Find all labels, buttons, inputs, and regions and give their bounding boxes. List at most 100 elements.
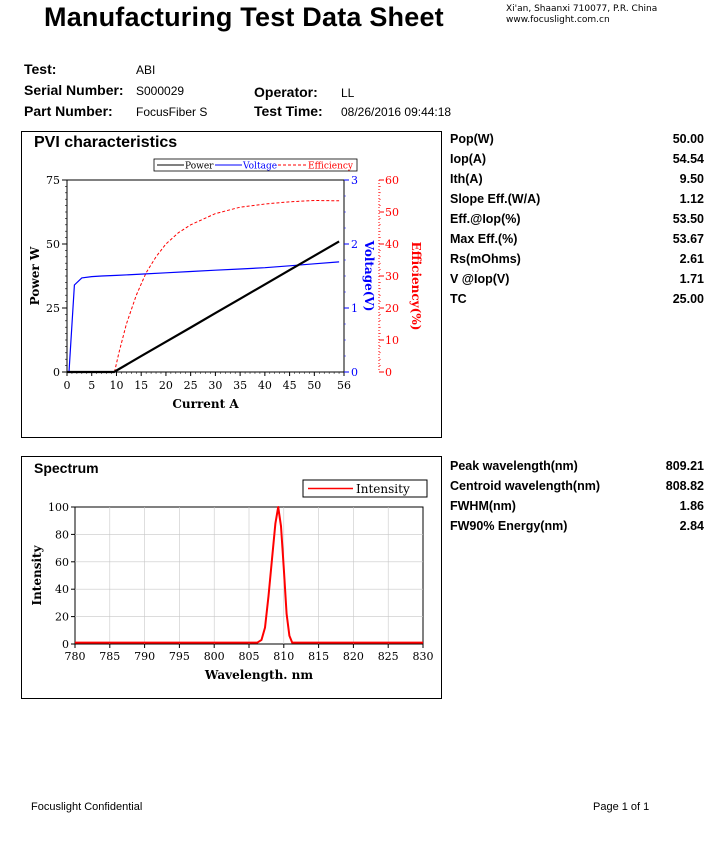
x-tick-label: 56 [337,379,351,392]
param-row: Eff.@Iop(%) 53.50 [450,212,704,232]
x-tick-label: 25 [184,379,198,392]
serial-number-value: S000029 [136,84,185,98]
param-name: TC [450,292,467,306]
legend-voltage-label: Voltage [242,162,277,172]
x-tick-label: 40 [258,379,272,392]
spectrum-chart-panel: Spectrum 780 785 790 795 800 805 810 815 820 825 8… [21,456,442,699]
x-tick-label: 830 [413,650,434,663]
param-value: 1.12 [679,192,704,206]
x-tick-label: 815 [308,650,329,663]
x-tick-label: 30 [208,379,222,392]
param-value: 25.00 [672,292,704,306]
param-name: Peak wavelength(nm) [450,459,578,473]
param-row: Ith(A) 9.50 [450,172,704,192]
test-label: Test: [24,61,57,77]
x-tick-label: 790 [134,650,155,663]
x-tick-label: 805 [239,650,260,663]
footer-page-number: Page 1 of 1 [593,801,650,813]
y-tick-label: 40 [55,583,69,596]
y2-tick-label: 2 [351,238,358,251]
test-time-value: 08/26/2016 09:44:18 [341,105,452,119]
part-number-value: FocusFiber S [136,105,208,119]
legend-box [153,158,358,172]
param-value: 54.54 [672,152,704,166]
param-value: 53.67 [672,232,704,246]
x-tick-label: 10 [109,379,123,392]
param-row: Rs(mOhms) 2.61 [450,252,704,272]
x-tick-label: 810 [273,650,294,663]
param-name: Max Eff.(%) [450,232,518,246]
intensity-line [75,506,423,644]
x-tick-label: 50 [307,379,321,392]
y-tick-label: 60 [55,556,69,569]
y-tick-label: 80 [55,528,69,541]
serial-number-label: Serial Number: [24,82,124,98]
y3-tick-label: 30 [385,270,399,283]
param-value: 808.82 [665,479,704,493]
param-name: Slope Eff.(W/A) [450,192,541,206]
param-name: Iop(A) [450,152,487,166]
footer-confidential: Focuslight Confidential [31,801,143,813]
y2-axis-label: Voltage(V) [362,240,376,312]
y-tick-label: 0 [62,638,69,651]
x-tick-label: 35 [233,379,247,392]
y3-tick-label: 20 [385,302,399,315]
param-value: 50.00 [672,132,704,146]
website-link[interactable]: www.focuslight.com.cn [506,15,610,25]
x-axis-label: Wavelength. nm [204,668,313,682]
pvi-chart-panel: PVI characteristics 0 25 50 75 0 5 10 15 20 25 30 3… [21,131,442,438]
pvi-parameters-table: Pop(W) 50.00 Iop(A) 54.54 Ith(A) 9.50 Slope… [450,132,704,312]
param-row: Peak wavelength(nm) 809.21 [450,459,704,479]
param-row: Max Eff.(%) 53.67 [450,232,704,252]
x-tick-label: 825 [378,650,399,663]
x-tick-label: 820 [343,650,364,663]
param-value: 809.21 [665,459,704,473]
param-name: Centroid wavelength(nm) [450,479,601,493]
y2-tick-label: 1 [351,302,358,315]
param-row: FW90% Energy(nm) 2.84 [450,519,704,539]
param-row: Pop(W) 50.00 [450,132,704,152]
y-axis-label: Power W [28,246,42,305]
param-name: FWHM(nm) [450,499,516,513]
part-number-label: Part Number: [24,103,113,119]
spectrum-chart: 780 785 790 795 800 805 810 815 820 825 830 0 20 40 60… [30,479,434,682]
y2-tick-label: 0 [351,366,358,379]
param-value: 2.84 [679,519,704,533]
operator-label: Operator: [254,84,318,100]
param-row: FWHM(nm) 1.86 [450,499,704,519]
y-axis-label: Intensity [30,544,44,605]
power-line [67,240,340,374]
y-tick-label: 75 [46,174,60,187]
x-tick-label: 20 [159,379,173,392]
param-name: FW90% Energy(nm) [450,519,568,533]
x-tick-label: 795 [169,650,190,663]
param-row: Centroid wavelength(nm) 808.82 [450,479,704,499]
param-value: 2.61 [679,252,704,266]
efficiency-line [114,199,340,373]
legend-efficiency-label: Efficiency [308,162,354,172]
y2-tick-label: 3 [351,174,358,187]
param-row: Slope Eff.(W/A) 1.12 [450,192,704,212]
page-title: Manufacturing Test Data Sheet [44,2,444,32]
param-name: V @Iop(V) [450,272,510,286]
param-name: Ith(A) [450,172,483,186]
param-row: V @Iop(V) 1.71 [450,272,704,292]
voltage-line [67,261,340,373]
y-tick-label: 20 [55,611,69,624]
y3-tick-label: 50 [385,206,399,219]
company-address: Xi'an, Shaanxi 710077, P.R. China www.fo… [506,4,657,26]
param-name: Rs(mOhms) [450,252,521,266]
test-value: ABI [136,63,156,77]
spectrum-chart-title: Spectrum [34,460,99,476]
operator-value: LL [341,86,355,100]
param-value: 1.86 [679,499,704,513]
y3-axis-label: Efficiency(%) [409,242,423,331]
x-tick-label: 15 [134,379,148,392]
pvi-chart-title: PVI characteristics [34,134,178,151]
param-value: 1.71 [679,272,704,286]
x-tick-label: 0 [64,379,71,392]
y3-tick-label: 40 [385,238,399,251]
y3-tick-label: 10 [385,334,399,347]
legend-power-label: Power [185,162,214,172]
x-tick-label: 785 [99,650,120,663]
